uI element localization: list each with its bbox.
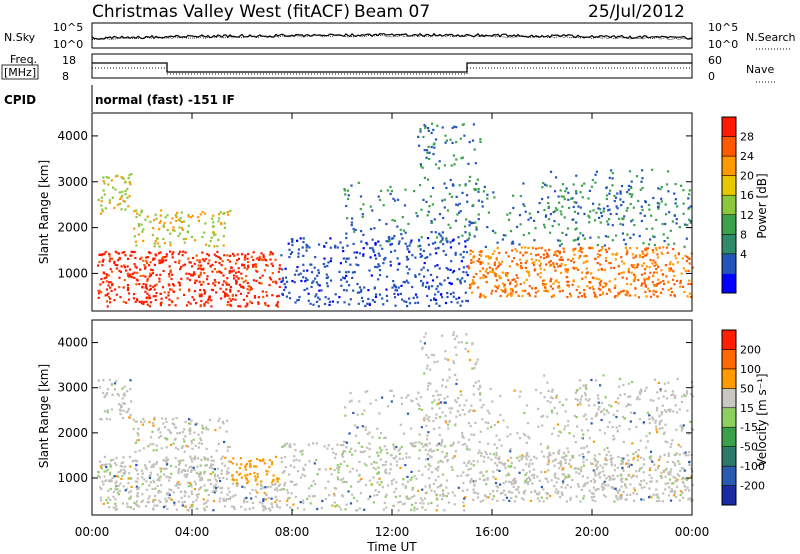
noise-left-tick-bottom: 10^0 xyxy=(53,38,83,51)
colorbar-frame xyxy=(721,116,737,294)
colorbar-swatch xyxy=(722,253,736,274)
colorbar-swatch xyxy=(722,446,736,467)
y-tick-label: 3000 xyxy=(57,175,88,189)
colorbar-label: 24 xyxy=(740,150,754,163)
velocity-colorbar-title: Velocity [m s⁻¹] xyxy=(755,373,769,466)
freq-unit-box xyxy=(1,64,39,80)
noise-right-label: N.Search xyxy=(746,31,796,44)
frequency-traces xyxy=(92,62,692,75)
station-title: Christmas Valley West (fitACF) xyxy=(92,2,350,22)
colorbar-label: -100 xyxy=(740,460,765,473)
colorbar-swatch xyxy=(722,407,736,428)
colorbar-label: 12 xyxy=(740,209,754,222)
noise-right-tick-bottom: 10^0 xyxy=(708,38,738,51)
noise-traces xyxy=(91,32,693,41)
colorbar-swatch xyxy=(722,273,736,294)
colorbar-label: 20 xyxy=(740,170,754,183)
velocity-scatter xyxy=(97,331,694,512)
colorbar-label: -200 xyxy=(740,480,765,493)
colorbar-label: 16 xyxy=(740,189,754,202)
x-tick-label: 04:00 xyxy=(175,525,210,539)
y-tick-label: 3000 xyxy=(57,381,88,395)
colorbar-label: 4 xyxy=(740,248,747,261)
x-tick-label: 12:00 xyxy=(375,525,410,539)
x-tick-label: 20:00 xyxy=(575,525,610,539)
y-tick-label: 1000 xyxy=(57,471,88,485)
x-tick-label: 16:00 xyxy=(475,525,510,539)
noise-search-trace xyxy=(91,34,693,41)
cpid-label: CPID xyxy=(4,93,36,107)
colorbar-label: 200 xyxy=(740,343,761,356)
velocity-y-label: Slant Range [km] xyxy=(37,364,51,468)
cpid-value: normal (fast) -151 IF xyxy=(95,93,235,107)
noise-panel-frame xyxy=(91,22,693,49)
colorbar-swatch xyxy=(722,349,736,370)
noise-left-tick-top: 10^5 xyxy=(53,21,83,34)
frequency-trace xyxy=(92,62,692,73)
x-tick-label: 08:00 xyxy=(275,525,310,539)
x-tick-label: 00:00 xyxy=(675,525,710,539)
freq-panel-frame xyxy=(91,53,693,79)
beam-title: Beam 07 xyxy=(354,2,430,22)
colorbar-swatch xyxy=(722,234,736,255)
colorbar-swatch xyxy=(722,175,736,196)
nave-tick-bottom: 0 xyxy=(708,70,715,83)
colorbar-swatch xyxy=(722,330,736,350)
power-scatter xyxy=(97,122,694,308)
freq-label: Freq. xyxy=(10,53,37,66)
colorbar-swatch xyxy=(722,117,736,138)
colorbar-label: 15 xyxy=(740,402,754,415)
freq-tick-top: 18 xyxy=(62,54,76,67)
colorbar-swatch xyxy=(722,214,736,235)
freq-unit-label: [MHz] xyxy=(4,66,36,79)
time-x-axis: 00:00 04:00 08:00 12:00 16:00 20:00 00:00 xyxy=(75,113,710,539)
colorbar-swatch xyxy=(722,195,736,216)
y-tick-label: 2000 xyxy=(57,426,88,440)
colorbar-label: 8 xyxy=(740,228,747,241)
power-colorbar: 28 24 20 16 12 8 4 xyxy=(721,116,754,294)
noise-sky-trace xyxy=(91,32,693,40)
colorbar-frame xyxy=(721,329,737,506)
colorbar-label: -15 xyxy=(740,421,758,434)
colorbar-swatch xyxy=(722,368,736,389)
colorbar-swatch xyxy=(722,427,736,448)
nave-tick-top: 60 xyxy=(708,54,722,67)
freq-tick-bottom: 8 xyxy=(62,70,69,83)
colorbar-label: 28 xyxy=(740,131,754,144)
y-tick-label: 2000 xyxy=(57,221,88,235)
colorbar-swatch xyxy=(722,156,736,177)
y-tick-label: 4000 xyxy=(57,336,88,350)
power-colorbar-title: Power [dB] xyxy=(755,173,769,238)
velocity-y-axis: 4000 3000 2000 1000 xyxy=(57,336,692,485)
colorbar-swatch xyxy=(722,388,736,409)
noise-left-label: N.Sky xyxy=(4,31,36,44)
colorbar-label: -50 xyxy=(740,441,758,454)
power-y-label: Slant Range [km] xyxy=(37,160,51,264)
velocity-colorbar: 200 100 50 15 -15 -50 -100 -200 xyxy=(721,329,765,506)
colorbar-label: 100 xyxy=(740,363,761,376)
date-title: 25/Jul/2012 xyxy=(588,2,685,22)
y-tick-label: 1000 xyxy=(57,266,88,280)
colorbar-label: 50 xyxy=(740,382,754,395)
power-y-axis: 4000 3000 2000 1000 xyxy=(57,129,692,280)
x-axis-label: Time UT xyxy=(366,540,417,554)
x-tick-label: 00:00 xyxy=(75,525,110,539)
y-tick-label: 4000 xyxy=(57,129,88,143)
colorbar-swatch xyxy=(722,466,736,487)
colorbar-swatch xyxy=(722,136,736,157)
colorbar-swatch xyxy=(722,485,736,506)
nave-label: Nave xyxy=(746,63,774,76)
nave-trace xyxy=(92,67,692,75)
noise-right-tick-top: 10^5 xyxy=(708,21,738,34)
